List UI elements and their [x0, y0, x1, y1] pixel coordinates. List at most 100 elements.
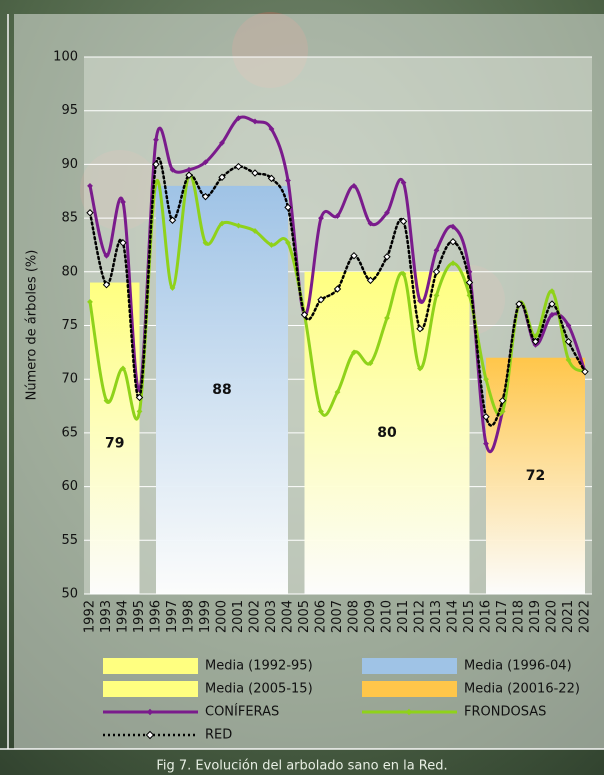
legend-swatch [362, 658, 457, 674]
point-marker [235, 222, 242, 229]
point-marker [384, 315, 390, 321]
point-marker [351, 349, 357, 356]
point-marker [400, 179, 407, 186]
point-marker [136, 408, 143, 415]
point-marker [267, 174, 276, 183]
x-tick-label: 2010 [380, 600, 395, 633]
x-tick-label: 2022 [578, 600, 593, 633]
point-marker [234, 162, 243, 171]
point-marker [416, 325, 424, 333]
point-marker [366, 276, 375, 285]
point-marker [482, 413, 490, 421]
point-marker [367, 220, 374, 227]
x-tick-label: 1992 [83, 600, 98, 633]
y-tick-label: 85 [61, 211, 78, 226]
x-tick-label: 2003 [264, 600, 279, 633]
point-marker [333, 285, 342, 293]
legend-label: CONÍFERAS [205, 704, 279, 720]
point-marker [152, 160, 160, 169]
point-marker [268, 126, 275, 132]
x-tick-label: 2007 [330, 600, 345, 633]
x-tick-label: 2019 [528, 600, 543, 633]
x-tick-label: 2017 [495, 600, 510, 633]
x-tick-label: 2013 [429, 600, 444, 633]
y-tick-label: 65 [61, 425, 78, 440]
x-tick-label: 2008 [347, 600, 362, 633]
x-tick-label: 2014 [446, 600, 461, 633]
point-marker [317, 296, 325, 304]
point-marker [300, 311, 309, 319]
point-marker [367, 360, 374, 366]
point-marker [450, 223, 456, 230]
y-axis-label: Número de árboles (%) [25, 250, 40, 401]
point-marker [202, 239, 209, 246]
point-marker [350, 251, 358, 260]
point-marker [383, 253, 391, 261]
point-marker [202, 159, 209, 166]
bar-value-label: 80 [377, 425, 397, 441]
point-marker [201, 192, 210, 201]
x-tick-label: 2020 [545, 600, 560, 633]
legend-label: Media (1996-04) [464, 659, 572, 674]
y-tick-label: 95 [61, 103, 78, 118]
point-marker [334, 213, 341, 219]
y-tick-label: 55 [61, 533, 78, 548]
x-tick-label: 2015 [462, 600, 477, 633]
x-tick-label: 2006 [314, 600, 329, 633]
mean-bar [304, 271, 470, 594]
x-tick-label: 1996 [149, 600, 164, 633]
y-tick-label: 60 [61, 479, 78, 494]
point-marker [334, 389, 341, 395]
point-marker [399, 217, 408, 226]
point-marker [284, 203, 292, 212]
x-tick-label: 2012 [413, 600, 428, 633]
point-marker [268, 242, 275, 248]
point-marker [119, 239, 127, 247]
point-marker [219, 220, 225, 227]
legend-label: FRONDOSAS [464, 705, 546, 720]
x-tick-label: 2005 [297, 600, 312, 633]
bar-value-label: 72 [526, 468, 545, 484]
point-marker [218, 173, 226, 181]
point-marker [87, 298, 93, 305]
bar-value-label: 88 [212, 382, 231, 398]
point-marker [169, 166, 176, 173]
y-tick-label: 90 [61, 157, 78, 172]
point-marker [185, 171, 193, 179]
point-marker [450, 260, 456, 267]
caption: Fig 7. Evolución del arbolado sano en la… [156, 759, 447, 774]
x-tick-label: 2018 [512, 600, 527, 633]
point-marker [531, 337, 540, 346]
point-marker [384, 209, 390, 216]
point-marker [252, 118, 258, 125]
point-marker [483, 440, 489, 447]
point-marker [581, 367, 589, 376]
point-marker [432, 268, 441, 276]
point-marker [565, 356, 572, 363]
point-marker [219, 140, 225, 146]
legend-label: Media (2005-15) [205, 682, 313, 697]
x-tick-label: 1999 [198, 600, 213, 633]
point-marker [102, 280, 111, 289]
x-tick-label: 2000 [215, 600, 230, 633]
legend-label: RED [205, 728, 232, 743]
point-marker [135, 393, 144, 402]
x-tick-label: 1993 [99, 600, 114, 633]
x-tick-label: 2002 [248, 600, 263, 633]
point-marker [120, 365, 126, 372]
point-marker [433, 292, 440, 299]
legend-swatch [362, 681, 457, 697]
y-tick-label: 70 [61, 372, 78, 387]
point-marker [153, 136, 159, 143]
point-marker [433, 247, 440, 254]
legend-label: Media (1992-95) [205, 659, 313, 674]
x-tick-label: 2009 [363, 600, 378, 633]
legend-swatch [103, 658, 198, 674]
x-tick-label: 2021 [561, 600, 576, 633]
point-marker [86, 209, 94, 217]
legend-marker [146, 708, 154, 716]
point-marker [87, 182, 93, 189]
point-marker [103, 252, 110, 259]
